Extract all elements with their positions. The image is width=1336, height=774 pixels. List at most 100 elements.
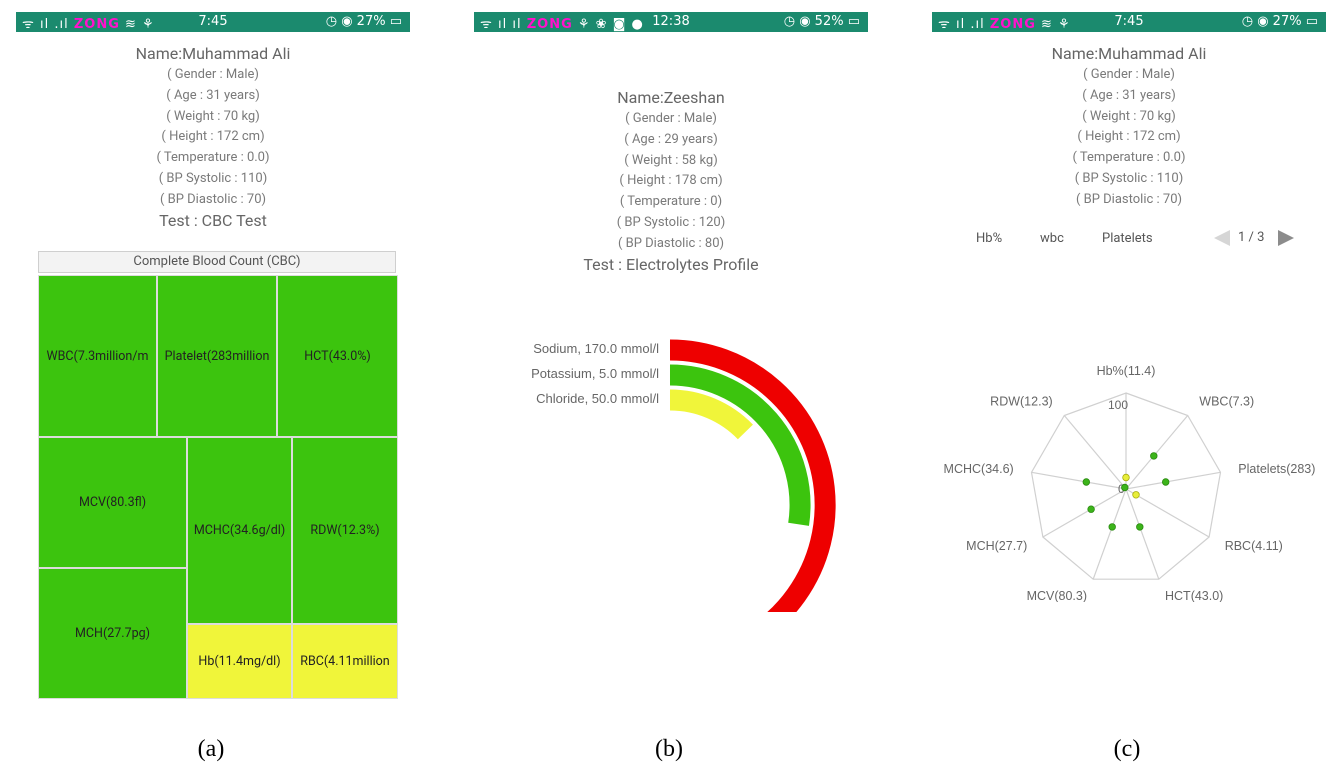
treemap-cell-hb[interactable]: Hb(11.4mg/dl) xyxy=(188,625,291,698)
patient-name: Name:Muhammad Ali xyxy=(135,44,291,63)
panel-c-cbc-radar: ᯤ ıl .ıl ZONG ≋ ⚘ 7:45 ◷ ◉ 27% ▭ Name:Mu… xyxy=(932,12,1326,702)
radar-spoke xyxy=(1092,488,1127,580)
page-indicator: 1 / 3 xyxy=(1238,230,1265,245)
status-bar: ᯤ ıl ıl ZONG ⚘ ❀ ◙ ● 12:38 ◷ ◉ 52% ▭ xyxy=(474,12,868,32)
treemap-cell-platelet[interactable]: Platelet(283million xyxy=(158,276,276,436)
patient-age: ( Age : 31 years) xyxy=(166,87,260,103)
patient-temperature: ( Temperature : 0.0) xyxy=(156,150,270,166)
radar-axis-label: MCHC(34.6) xyxy=(944,462,1014,476)
signal-indicator: ᯤ ıl .ıl ZONG ≋ ⚘ xyxy=(22,17,155,32)
patient-info: Name:Zeeshan ( Gender : Male) ( Age : 29… xyxy=(474,87,868,275)
radar-axis-label: HCT(43.0) xyxy=(1165,589,1223,602)
radar-point-hb[interactable] xyxy=(1122,473,1130,482)
sodium-label: Sodium, 170.0 mmol/l xyxy=(533,341,659,356)
status-bar: ᯤ ıl .ıl ZONG ≋ ⚘ 7:45 ◷ ◉ 27% ▭ xyxy=(16,12,410,32)
pager: 1 / 3 xyxy=(1214,226,1310,250)
cbc-radar-chart: 1000Hb%(11.4)WBC(7.3)Platelets(283)RBC(4… xyxy=(944,364,1316,602)
patient-height: ( Height : 172 cm) xyxy=(161,129,265,145)
tab-platelets[interactable]: Platelets xyxy=(1102,231,1153,246)
radar-axis-label: Hb%(11.4) xyxy=(1097,364,1156,378)
radar-point-platelets[interactable] xyxy=(1161,478,1170,486)
radar-axis-label: RDW(12.3) xyxy=(990,395,1053,409)
radar-point-mch[interactable] xyxy=(1087,505,1095,513)
radar-spoke xyxy=(1125,488,1210,538)
signal-indicator: ᯤ ıl .ıl ZONG ≋ ⚘ xyxy=(938,17,1071,32)
potassium-arc[interactable] xyxy=(669,364,811,526)
patient-name: Name:Zeeshan xyxy=(617,88,725,107)
patient-gender: ( Gender : Male) xyxy=(1083,67,1175,82)
patient-height: ( Height : 172 cm) xyxy=(1077,129,1181,145)
treemap-cell-rdw[interactable]: RDW(12.3%) xyxy=(293,438,397,623)
battery-indicator: ◷ ◉ 27% ▭ xyxy=(1241,14,1318,29)
patient-temperature: ( Temperature : 0.0) xyxy=(1072,150,1186,166)
radar-point-rdw[interactable] xyxy=(1121,483,1129,492)
tab-wbc[interactable]: wbc xyxy=(1040,231,1064,246)
chloride-label: Chloride, 50.0 mmol/l xyxy=(536,391,659,406)
treemap-cell-mcv[interactable]: MCV(80.3fl) xyxy=(39,438,186,567)
radar-axis-label: Platelets(283) xyxy=(1238,462,1315,476)
cbc-treemap: WBC(7.3million/m Platelet(283million HCT… xyxy=(38,275,398,699)
panel-b-electrolytes-gauge: ᯤ ıl ıl ZONG ⚘ ❀ ◙ ● 12:38 ◷ ◉ 52% ▭ Nam… xyxy=(474,12,868,702)
radar-spoke xyxy=(1125,488,1160,580)
radar-spoke xyxy=(1042,488,1127,538)
patient-bp-systolic: ( BP Systolic : 110) xyxy=(158,170,268,186)
radar-spoke xyxy=(1063,415,1127,490)
treemap-title: Complete Blood Count (CBC) xyxy=(38,251,396,273)
patient-gender: ( Gender : Male) xyxy=(167,67,259,82)
patient-weight: ( Weight : 70 kg) xyxy=(1082,108,1176,124)
patient-name: Name:Muhammad Ali xyxy=(1051,44,1207,63)
battery-indicator: ◷ ◉ 27% ▭ xyxy=(325,14,402,29)
patient-weight: ( Weight : 58 kg) xyxy=(624,152,718,168)
patient-info: Name:Muhammad Ali ( Gender : Male) ( Age… xyxy=(932,43,1326,211)
battery-indicator: ◷ ◉ 52% ▭ xyxy=(783,14,860,29)
caption-c: (c) xyxy=(1113,736,1141,762)
patient-temperature: ( Temperature : 0) xyxy=(619,194,723,210)
patient-gender: ( Gender : Male) xyxy=(625,111,717,126)
clock: 12:38 xyxy=(652,14,690,29)
potassium-label: Potassium, 5.0 mmol/l xyxy=(531,366,659,381)
radar-grid-outer xyxy=(1030,392,1222,580)
radar-axis-label: MCH(27.7) xyxy=(966,539,1027,553)
radar-point-hct[interactable] xyxy=(1136,523,1144,531)
radar-axis-label: RBC(4.11) xyxy=(1225,539,1283,553)
caption-b: (b) xyxy=(655,736,683,762)
radar-spoke xyxy=(1125,415,1189,490)
patient-bp-diastolic: ( BP Diastolic : 70) xyxy=(1075,191,1183,207)
radar-spoke xyxy=(1125,471,1221,490)
test-title: Test : Electrolytes Profile xyxy=(583,254,759,274)
clock: 7:45 xyxy=(198,14,228,29)
patient-bp-systolic: ( BP Systolic : 120) xyxy=(616,214,726,230)
sodium-arc[interactable] xyxy=(669,339,836,612)
patient-weight: ( Weight : 70 kg) xyxy=(166,108,260,124)
tab-hb[interactable]: Hb% xyxy=(976,231,1003,246)
patient-age: ( Age : 31 years) xyxy=(1082,87,1176,103)
patient-info: Name:Muhammad Ali ( Gender : Male) ( Age… xyxy=(16,43,410,231)
radar-axis-label: MCV(80.3) xyxy=(1027,589,1087,602)
radar-point-rbc[interactable] xyxy=(1132,491,1140,499)
status-bar: ᯤ ıl .ıl ZONG ≋ ⚘ 7:45 ◷ ◉ 27% ▭ xyxy=(932,12,1326,32)
radar-point-mcv[interactable] xyxy=(1108,523,1116,531)
caption-a: (a) xyxy=(197,736,225,762)
radar-axis-label: WBC(7.3) xyxy=(1199,395,1254,409)
treemap-cell-rbc[interactable]: RBC(4.11million xyxy=(293,625,397,698)
treemap-cell-wbc[interactable]: WBC(7.3million/m xyxy=(39,276,156,436)
patient-age: ( Age : 29 years) xyxy=(624,131,718,147)
radar-point-wbc[interactable] xyxy=(1150,452,1158,460)
patient-height: ( Height : 178 cm) xyxy=(619,173,723,189)
radar-max-label: 100 xyxy=(1108,398,1128,412)
patient-bp-diastolic: ( BP Diastolic : 80) xyxy=(617,235,725,251)
signal-indicator: ᯤ ıl ıl ZONG ⚘ ❀ ◙ ● xyxy=(480,17,644,32)
radar-spoke xyxy=(1031,471,1127,490)
patient-bp-diastolic: ( BP Diastolic : 70) xyxy=(159,191,267,207)
patient-bp-systolic: ( BP Systolic : 110) xyxy=(1074,170,1184,186)
chloride-arc[interactable] xyxy=(669,389,753,440)
clock: 7:45 xyxy=(1114,14,1144,29)
treemap-cell-mchc[interactable]: MCHC(34.6g/dl) xyxy=(188,438,291,623)
radar-point-mchc[interactable] xyxy=(1082,478,1090,486)
prev-page-arrow-icon[interactable] xyxy=(1214,230,1230,246)
next-page-arrow-icon[interactable] xyxy=(1278,230,1294,246)
panel-a-cbc-treemap: ᯤ ıl .ıl ZONG ≋ ⚘ 7:45 ◷ ◉ 27% ▭ Name:Mu… xyxy=(16,12,410,702)
treemap-cell-mch[interactable]: MCH(27.7pg) xyxy=(39,569,186,698)
treemap-cell-hct[interactable]: HCT(43.0%) xyxy=(278,276,397,436)
electrolyte-radial-gauge: Sodium, 170.0 mmol/l Potassium, 5.0 mmol… xyxy=(531,339,836,612)
